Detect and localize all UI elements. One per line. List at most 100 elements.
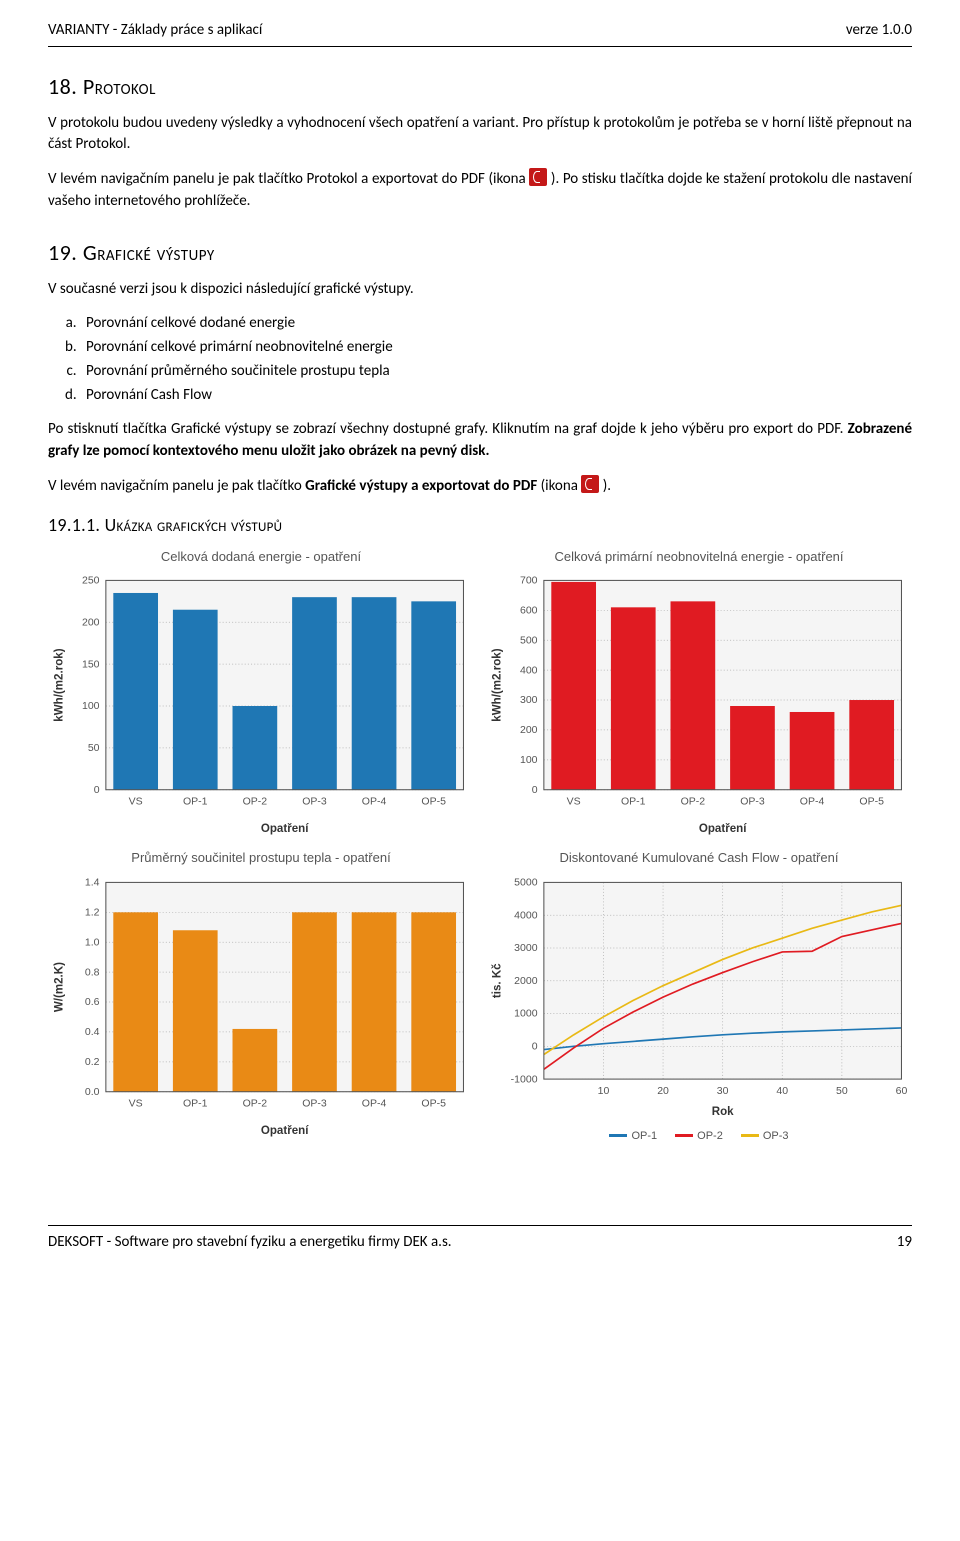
svg-text:OP-1: OP-1: [183, 796, 208, 808]
svg-text:OP-4: OP-4: [800, 796, 825, 808]
svg-text:1.4: 1.4: [85, 876, 100, 888]
section-19-title: Grafické výstupy: [83, 239, 215, 266]
svg-text:Rok: Rok: [712, 1105, 734, 1117]
svg-text:OP-1: OP-1: [621, 796, 646, 808]
sec18-p2a: V levém navigačním panelu je pak tlačítk…: [48, 170, 529, 188]
svg-text:OP-2: OP-2: [243, 1097, 268, 1109]
svg-text:600: 600: [520, 605, 538, 617]
page-footer: DEKSOFT - Software pro stavební fyziku a…: [48, 1225, 912, 1274]
svg-text:OP-4: OP-4: [362, 1097, 387, 1109]
sec19-p3c: (ikona: [541, 477, 582, 495]
pdf-icon: [581, 475, 599, 493]
svg-text:250: 250: [82, 575, 100, 587]
svg-text:30: 30: [717, 1084, 729, 1096]
header-left: VARIANTY - Základy práce s aplikací: [48, 20, 262, 42]
svg-text:20: 20: [657, 1084, 669, 1096]
svg-text:0: 0: [532, 784, 538, 796]
section-19-1-1-title: Ukázka grafických výstupů: [105, 514, 283, 536]
svg-text:0.6: 0.6: [85, 996, 100, 1008]
svg-text:60: 60: [896, 1084, 908, 1096]
svg-text:4000: 4000: [514, 909, 538, 921]
svg-text:1.2: 1.2: [85, 906, 100, 918]
svg-text:OP-3: OP-3: [740, 796, 765, 808]
svg-text:Opatření: Opatření: [261, 1124, 309, 1136]
section-19-heading: 19. Grafické výstupy: [48, 237, 912, 269]
svg-text:200: 200: [82, 617, 100, 629]
legend-label: OP-2: [697, 1130, 723, 1142]
legend-swatch: [741, 1134, 759, 1137]
sec19-p2: Po stisknutí tlačítka Grafické výstupy s…: [48, 419, 912, 463]
legend-swatch: [609, 1134, 627, 1137]
svg-text:0: 0: [532, 1040, 538, 1052]
svg-text:kWh/(m2.rok): kWh/(m2.rok): [492, 649, 504, 722]
chart-u-value: Průměrný součinitel prostupu tepla - opa…: [48, 849, 474, 1145]
sec19-p3b: Grafické výstupy a exportovat do PDF: [305, 477, 537, 495]
charts-grid: Celková dodaná energie - opatření 050100…: [48, 548, 912, 1145]
svg-text:W/(m2.K): W/(m2.K): [54, 961, 66, 1011]
list-item: Porovnání celkové dodané energie: [80, 312, 912, 336]
sec19-list: Porovnání celkové dodané energie Porovná…: [80, 312, 912, 407]
section-19-num: 19.: [48, 239, 77, 266]
legend-item: OP-2: [675, 1129, 723, 1145]
sec19-p3: V levém navigačním panelu je pak tlačítk…: [48, 475, 912, 498]
footer-right: 19: [897, 1232, 912, 1254]
svg-text:40: 40: [776, 1084, 788, 1096]
chart-primary-energy: Celková primární neobnovitelná energie -…: [486, 548, 912, 841]
legend-label: OP-1: [631, 1130, 657, 1142]
chart-title: Celková primární neobnovitelná energie -…: [486, 548, 912, 567]
svg-text:500: 500: [520, 635, 538, 647]
sec18-p2: V levém navigačním panelu je pak tlačítk…: [48, 168, 912, 213]
svg-text:200: 200: [520, 725, 538, 737]
footer-left: DEKSOFT - Software pro stavební fyziku a…: [48, 1232, 452, 1254]
page-header: VARIANTY - Základy práce s aplikací verz…: [48, 0, 912, 47]
chart-title: Průměrný součinitel prostupu tepla - opa…: [48, 849, 474, 868]
svg-text:2000: 2000: [514, 974, 538, 986]
svg-text:5000: 5000: [514, 876, 538, 888]
svg-text:OP-4: OP-4: [362, 796, 387, 808]
svg-text:1000: 1000: [514, 1007, 538, 1019]
svg-text:0.4: 0.4: [85, 1026, 100, 1038]
sec19-p3d: ).: [603, 477, 611, 495]
svg-text:300: 300: [520, 695, 538, 707]
header-right: verze 1.0.0: [846, 20, 912, 42]
chart-title: Diskontované Kumulované Cash Flow - opat…: [486, 849, 912, 868]
svg-text:VS: VS: [567, 796, 581, 808]
svg-text:kWh/(m2.rok): kWh/(m2.rok): [54, 649, 66, 722]
svg-text:0.0: 0.0: [85, 1085, 100, 1097]
svg-text:700: 700: [520, 575, 538, 587]
svg-text:OP-5: OP-5: [421, 1097, 446, 1109]
chart-title: Celková dodaná energie - opatření: [48, 548, 474, 567]
svg-text:0.8: 0.8: [85, 966, 100, 978]
sec19-p3a: V levém navigačním panelu je pak tlačítk…: [48, 477, 305, 495]
svg-text:tis. Kč: tis. Kč: [492, 962, 504, 997]
svg-text:OP-3: OP-3: [302, 1097, 327, 1109]
section-18-title: Protokol: [83, 73, 156, 100]
svg-text:0: 0: [94, 784, 100, 796]
chart-cash-flow: Diskontované Kumulované Cash Flow - opat…: [486, 849, 912, 1145]
section-19-1-1-num: 19.1.1.: [48, 514, 100, 536]
svg-text:150: 150: [82, 659, 100, 671]
list-item: Porovnání celkové primární neobnovitelné…: [80, 336, 912, 360]
svg-text:OP-1: OP-1: [183, 1097, 208, 1109]
svg-text:100: 100: [82, 701, 100, 713]
svg-text:OP-5: OP-5: [859, 796, 884, 808]
list-item: Porovnání průměrného součinitele prostup…: [80, 360, 912, 384]
section-18-num: 18.: [48, 73, 77, 100]
legend-item: OP-3: [741, 1129, 789, 1145]
svg-text:0.2: 0.2: [85, 1056, 100, 1068]
chart-delivered-energy: Celková dodaná energie - opatření 050100…: [48, 548, 474, 841]
svg-text:10: 10: [598, 1084, 610, 1096]
svg-text:OP-2: OP-2: [243, 796, 268, 808]
list-item: Porovnání Cash Flow: [80, 384, 912, 408]
svg-text:-1000: -1000: [511, 1073, 538, 1085]
svg-text:VS: VS: [129, 796, 143, 808]
sec18-p1: V protokolu budou uvedeny výsledky a vyh…: [48, 113, 912, 157]
legend-item: OP-1: [609, 1129, 657, 1145]
svg-text:1.0: 1.0: [85, 936, 100, 948]
sec19-p2a: Po stisknutí tlačítka Grafické výstupy s…: [48, 420, 848, 438]
chart-legend: OP-1 OP-2 OP-3: [486, 1129, 912, 1145]
svg-text:100: 100: [520, 754, 538, 766]
legend-label: OP-3: [763, 1130, 789, 1142]
svg-text:OP-3: OP-3: [302, 796, 327, 808]
sec19-p1: V současné verzi jsou k dispozici násled…: [48, 279, 912, 301]
